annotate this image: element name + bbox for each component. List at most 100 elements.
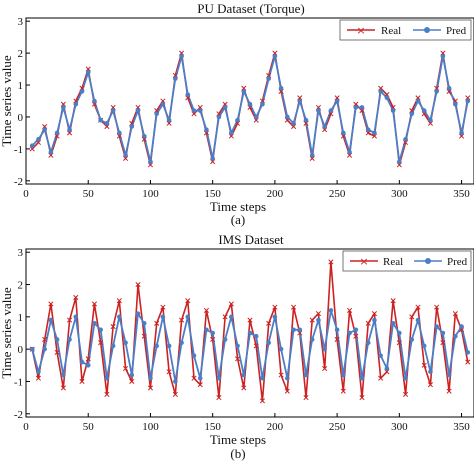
data-point-pred [160, 314, 166, 320]
data-point-pred [403, 137, 408, 142]
data-point-pred [191, 108, 197, 113]
data-point-pred [397, 159, 402, 164]
data-point-pred [291, 121, 296, 126]
data-point-pred [378, 353, 383, 358]
data-point-pred [54, 130, 60, 136]
data-point-pred [272, 314, 278, 320]
data-point-pred [123, 340, 128, 345]
legend-pred-label: Pred [447, 256, 468, 268]
data-point-pred [253, 114, 259, 120]
data-point-real [334, 336, 340, 343]
data-point-real [216, 395, 222, 401]
legend-pred-marker [424, 27, 430, 33]
x-tick-label: 300 [391, 188, 408, 200]
data-point-real [278, 372, 284, 378]
legend-pred-marker [425, 258, 431, 264]
data-point-pred [328, 308, 334, 313]
data-point-pred [465, 350, 471, 355]
panel-caption: (a) [231, 212, 245, 227]
data-point-real [85, 356, 91, 362]
data-point-real [409, 314, 415, 320]
data-point-real [166, 369, 172, 375]
data-point-pred [291, 327, 296, 333]
data-point-pred [36, 137, 41, 142]
data-point-pred [48, 317, 54, 323]
data-point-real [79, 378, 85, 385]
series-lines [31, 52, 469, 166]
y-tick-label: 1 [18, 80, 24, 92]
y-tick-label: 1 [18, 312, 24, 324]
data-point-pred [253, 333, 259, 339]
data-point-pred [92, 321, 97, 326]
data-point-pred [328, 108, 334, 113]
data-point-pred [79, 359, 85, 365]
data-point-pred [135, 108, 141, 113]
data-point-pred [235, 343, 240, 349]
data-point-pred [316, 108, 321, 113]
x-tick-label: 100 [142, 421, 159, 433]
data-point-pred [229, 130, 234, 136]
data-point-pred [135, 311, 141, 316]
data-point-pred [428, 369, 433, 375]
data-point-pred [141, 133, 147, 139]
data-point-pred [204, 327, 209, 333]
data-point-real [73, 294, 79, 301]
data-point-pred [104, 375, 110, 381]
data-point-pred [390, 108, 396, 113]
y-tick-label: 3 [18, 247, 24, 259]
data-point-pred [415, 317, 421, 323]
data-point-real [322, 365, 328, 372]
data-point-real [390, 298, 396, 304]
data-point-pred [322, 124, 327, 129]
data-point-real [365, 320, 371, 326]
data-point-pred [148, 159, 153, 164]
x-tick-label: 250 [329, 421, 346, 433]
data-point-pred [390, 321, 396, 326]
data-point-pred [85, 69, 91, 75]
data-point-pred [359, 105, 365, 110]
data-point-real [427, 382, 433, 388]
data-point-pred [397, 330, 402, 336]
data-point-pred [185, 92, 191, 97]
data-point-real [446, 388, 452, 394]
data-point-real [328, 259, 334, 265]
data-point-pred [316, 317, 321, 323]
data-point-pred [453, 333, 458, 339]
x-tick-label: 350 [453, 188, 470, 200]
data-point-pred [235, 117, 240, 123]
data-point-real [396, 340, 402, 346]
legend: × Real Pred [342, 250, 472, 272]
data-point-pred [303, 372, 309, 378]
data-point-pred [409, 111, 415, 117]
data-point-real [154, 320, 160, 326]
data-point-real [259, 398, 265, 404]
data-point-pred [229, 314, 234, 320]
y-tick-label: 0 [18, 344, 24, 356]
data-point-real [247, 317, 253, 323]
x-tick-label: 0 [23, 421, 29, 433]
data-point-pred [434, 89, 439, 94]
data-point-real [197, 382, 203, 388]
data-point-pred [173, 76, 178, 81]
data-point-real [141, 333, 147, 339]
data-point-real [228, 301, 234, 307]
data-point-real [35, 375, 41, 381]
data-point-pred [309, 152, 315, 158]
data-point-pred [73, 101, 79, 107]
data-point-pred [197, 375, 203, 381]
legend-pred-label: Pred [446, 25, 467, 37]
data-point-pred [303, 117, 309, 123]
data-point-pred [148, 375, 153, 381]
y-tick-label: -1 [14, 376, 23, 388]
x-tick-label: 0 [23, 188, 29, 200]
y-axis-label: Time series value [0, 287, 14, 378]
data-point-pred [117, 130, 122, 136]
data-point-pred [359, 375, 365, 381]
legend-real-marker: × [359, 255, 368, 268]
y-tick-label: -1 [14, 144, 23, 156]
data-point-pred [334, 98, 340, 104]
data-point-pred [166, 343, 172, 349]
legend-real-marker: × [356, 24, 365, 37]
data-point-real [347, 307, 353, 313]
data-point-real [440, 340, 446, 346]
